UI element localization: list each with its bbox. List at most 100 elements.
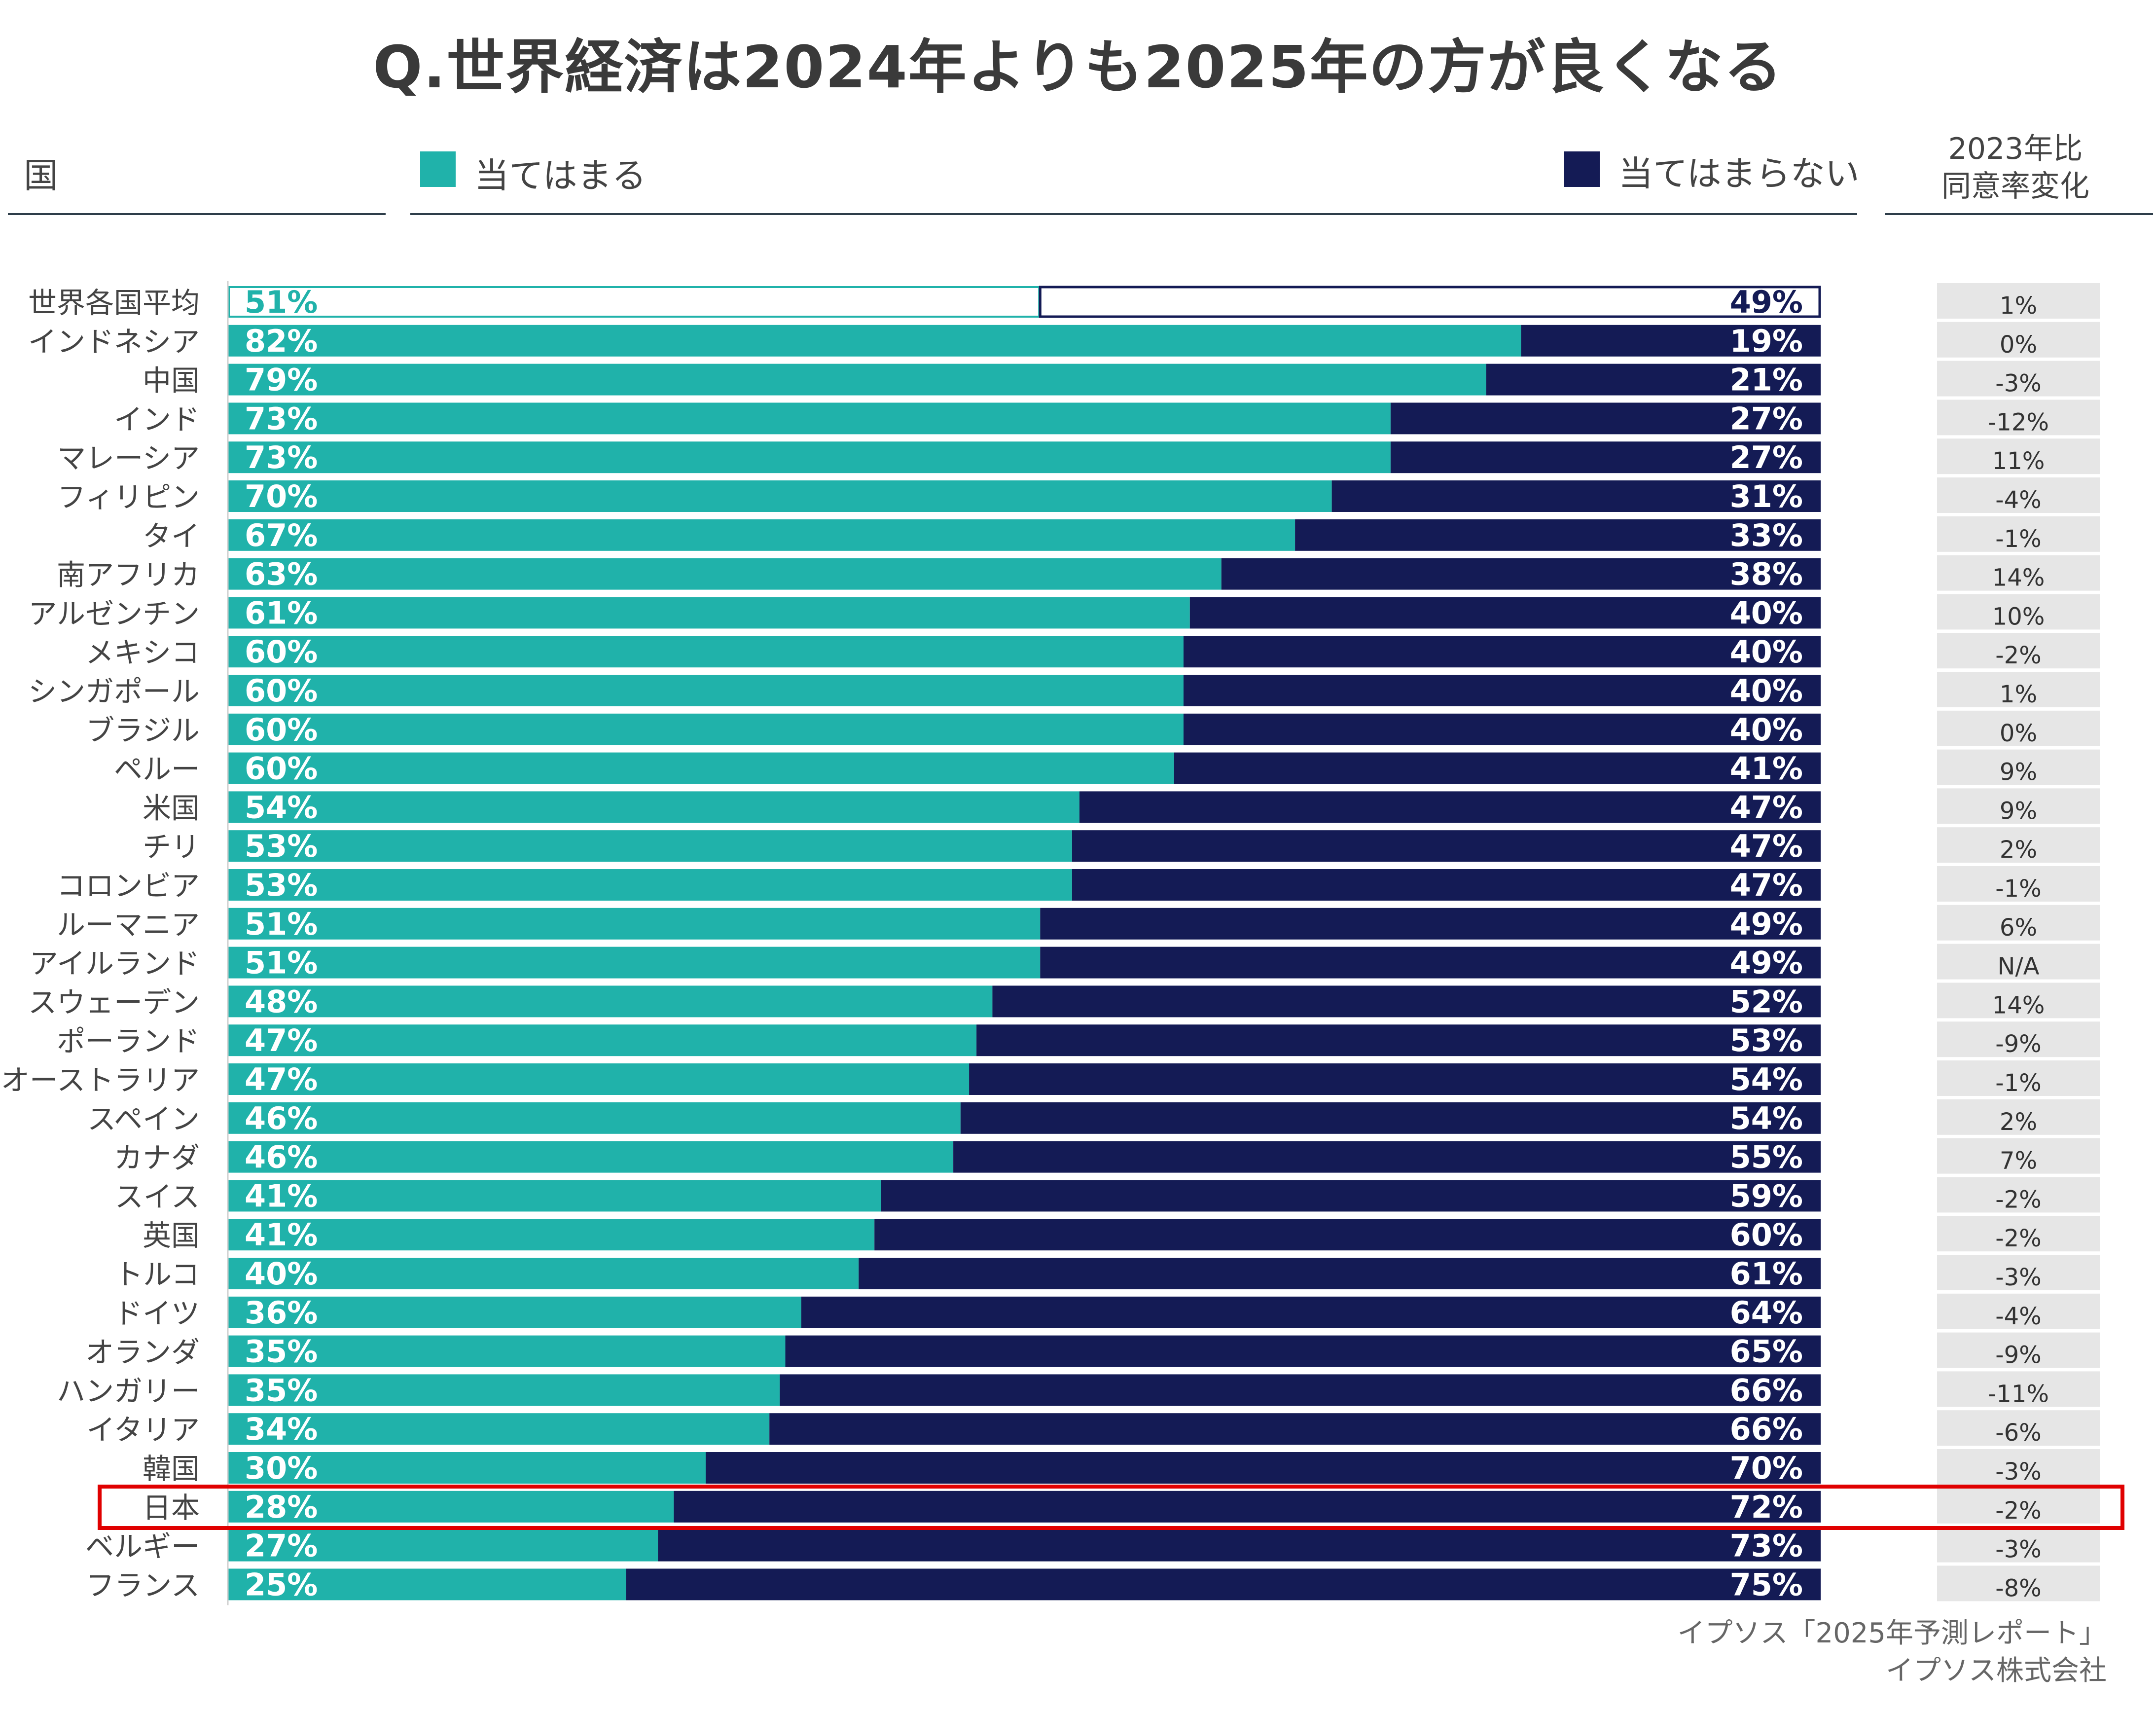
bar-agree: [228, 558, 1222, 590]
bar-disagree: [780, 1374, 1821, 1406]
disagree-value-label: 49%: [1730, 284, 1803, 320]
disagree-value-label: 47%: [1730, 828, 1803, 864]
change-cell: [1937, 1449, 2100, 1485]
agree-value-label: 51%: [245, 945, 318, 981]
agree-value-label: 35%: [245, 1334, 318, 1370]
disagree-value-label: 65%: [1730, 1334, 1803, 1370]
bar-agree: [228, 1374, 780, 1406]
bar-disagree: [785, 1335, 1821, 1367]
agree-value-label: 46%: [245, 1100, 318, 1136]
change-value: 14%: [1992, 991, 2045, 1019]
bar-agree: [228, 325, 1521, 357]
disagree-value-label: 66%: [1730, 1372, 1803, 1408]
disagree-value-label: 72%: [1730, 1489, 1803, 1525]
bar-disagree: [1039, 286, 1821, 318]
bar-disagree: [1184, 713, 1821, 745]
change-value: -9%: [1995, 1342, 2041, 1369]
disagree-value-label: 27%: [1730, 400, 1803, 437]
country-label: オーストラリア: [1, 1063, 200, 1097]
agree-value-label: 35%: [245, 1372, 318, 1408]
country-label: シンガポール: [28, 675, 200, 708]
country-label: ブラジル: [86, 714, 200, 747]
disagree-value-label: 40%: [1730, 712, 1803, 748]
disagree-value-label: 47%: [1730, 789, 1803, 825]
change-value: -2%: [1995, 1186, 2041, 1213]
change-cell: [1937, 1177, 2100, 1213]
bar-agree: [228, 713, 1184, 745]
bar-disagree: [1184, 636, 1821, 668]
country-label: インド: [114, 402, 200, 436]
bar-agree: [228, 1024, 977, 1056]
agree-value-label: 48%: [245, 983, 318, 1019]
bar-disagree: [1072, 869, 1821, 901]
change-cell: [1937, 516, 2100, 552]
bar-agree: [228, 441, 1391, 473]
change-cell: [1937, 827, 2100, 863]
legend-agree-label: 当てはまる: [474, 155, 647, 196]
country-label: オランダ: [85, 1336, 200, 1369]
agree-value-label: 46%: [245, 1139, 318, 1175]
disagree-value-label: 75%: [1730, 1566, 1803, 1602]
country-label: スイス: [115, 1180, 200, 1213]
country-label: スウェーデン: [28, 985, 200, 1019]
bar-disagree: [626, 1568, 1821, 1601]
country-label: 南アフリカ: [57, 558, 200, 592]
bar-disagree: [976, 1024, 1821, 1056]
change-cell: [1937, 1410, 2100, 1446]
agree-value-label: 40%: [245, 1256, 318, 1292]
change-header-line1: 2023年比: [1948, 132, 2083, 166]
disagree-value-label: 40%: [1730, 673, 1803, 709]
disagree-value-label: 21%: [1730, 362, 1803, 398]
change-value: 6%: [2000, 914, 2037, 942]
change-cell: [1937, 361, 2100, 397]
bar-disagree: [1390, 441, 1821, 473]
change-value: 7%: [2000, 1147, 2037, 1175]
bar-disagree: [1521, 325, 1821, 357]
agree-value-label: 60%: [245, 634, 318, 670]
change-cell: [1937, 905, 2100, 941]
change-cell: [1937, 1060, 2100, 1096]
bar-agree: [228, 1296, 801, 1328]
bar-agree: [228, 1452, 706, 1484]
agree-value-label: 34%: [245, 1411, 318, 1447]
country-label: ペルー: [114, 753, 200, 786]
legend-disagree-swatch: [1564, 151, 1600, 187]
disagree-value-label: 73%: [1730, 1528, 1803, 1564]
country-label: フランス: [86, 1568, 200, 1602]
disagree-value-label: 41%: [1730, 751, 1803, 787]
agree-value-label: 36%: [245, 1295, 318, 1331]
change-header-line2: 同意率変化: [1941, 169, 2089, 204]
country-label: フィリピン: [57, 480, 200, 514]
disagree-value-label: 70%: [1730, 1450, 1803, 1486]
bar-disagree: [1221, 558, 1821, 590]
country-label: カナダ: [114, 1141, 200, 1175]
bar-disagree: [1295, 519, 1821, 551]
change-cell: [1937, 710, 2100, 746]
change-value: -8%: [1995, 1574, 2041, 1602]
disagree-value-label: 27%: [1730, 439, 1803, 475]
agree-value-label: 79%: [245, 362, 318, 398]
change-cell: [1937, 983, 2100, 1019]
bar-disagree: [1184, 675, 1821, 706]
agree-value-label: 63%: [245, 556, 318, 592]
agree-value-label: 51%: [245, 906, 318, 942]
bar-agree: [228, 286, 1041, 318]
disagree-value-label: 31%: [1730, 478, 1803, 514]
bar-disagree: [1486, 364, 1821, 396]
source-line2: イプソス株式会社: [1886, 1655, 2107, 1687]
bar-agree: [228, 675, 1184, 706]
change-value: N/A: [1998, 953, 2040, 981]
change-value: -3%: [1995, 370, 2041, 398]
country-label: ベルギー: [85, 1530, 200, 1564]
country-column-header: 国: [24, 155, 58, 196]
change-header-rule: [1885, 213, 2153, 215]
change-value: -4%: [1995, 486, 2041, 514]
country-label: 英国: [143, 1219, 200, 1252]
change-value: -4%: [1995, 1303, 2041, 1330]
agree-value-label: 28%: [245, 1489, 318, 1525]
change-cell: [1937, 1371, 2100, 1407]
country-label: アイルランド: [30, 947, 200, 981]
change-value: 0%: [2000, 720, 2037, 747]
disagree-value-label: 64%: [1730, 1295, 1803, 1331]
bar-disagree: [874, 1219, 1821, 1251]
